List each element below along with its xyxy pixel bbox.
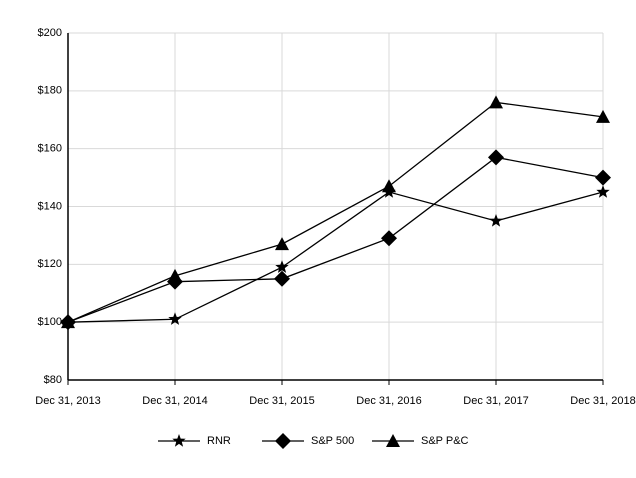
legend-marker: [172, 434, 186, 447]
legend-marker: [275, 433, 291, 449]
data-point: [596, 109, 610, 123]
legend-label: S&P P&C: [421, 435, 469, 447]
data-point: [275, 260, 289, 273]
data-point: [168, 268, 182, 282]
y-tick-label: $180: [38, 85, 62, 97]
data-point: [489, 95, 503, 109]
data-point: [595, 169, 611, 186]
data-point: [489, 214, 503, 227]
data-point: [488, 149, 504, 166]
x-tick-label: Dec 31, 2015: [249, 395, 314, 407]
y-tick-label: $140: [38, 200, 62, 212]
data-point: [274, 270, 290, 287]
x-tick-label: Dec 31, 2014: [142, 395, 207, 407]
data-point: [168, 312, 182, 325]
x-tick-label: Dec 31, 2018: [570, 395, 635, 407]
y-tick-label: $120: [38, 258, 62, 270]
legend-label: RNR: [207, 435, 231, 447]
data-point: [596, 185, 610, 198]
x-tick-label: Dec 31, 2013: [35, 395, 100, 407]
series-line: [67, 101, 604, 323]
legend-label: S&P 500: [311, 435, 354, 447]
y-tick-label: $200: [38, 27, 62, 39]
data-point: [381, 230, 397, 247]
y-tick-label: $160: [38, 143, 62, 155]
y-tick-label: $100: [38, 316, 62, 328]
legend-marker: [386, 434, 400, 447]
y-tick-label: $80: [44, 374, 62, 386]
x-tick-label: Dec 31, 2016: [356, 395, 421, 407]
series-line: [67, 191, 604, 323]
x-tick-label: Dec 31, 2017: [463, 395, 528, 407]
data-point: [382, 179, 396, 193]
data-point: [61, 315, 75, 329]
series-line: [67, 156, 604, 323]
data-point: [275, 237, 289, 251]
